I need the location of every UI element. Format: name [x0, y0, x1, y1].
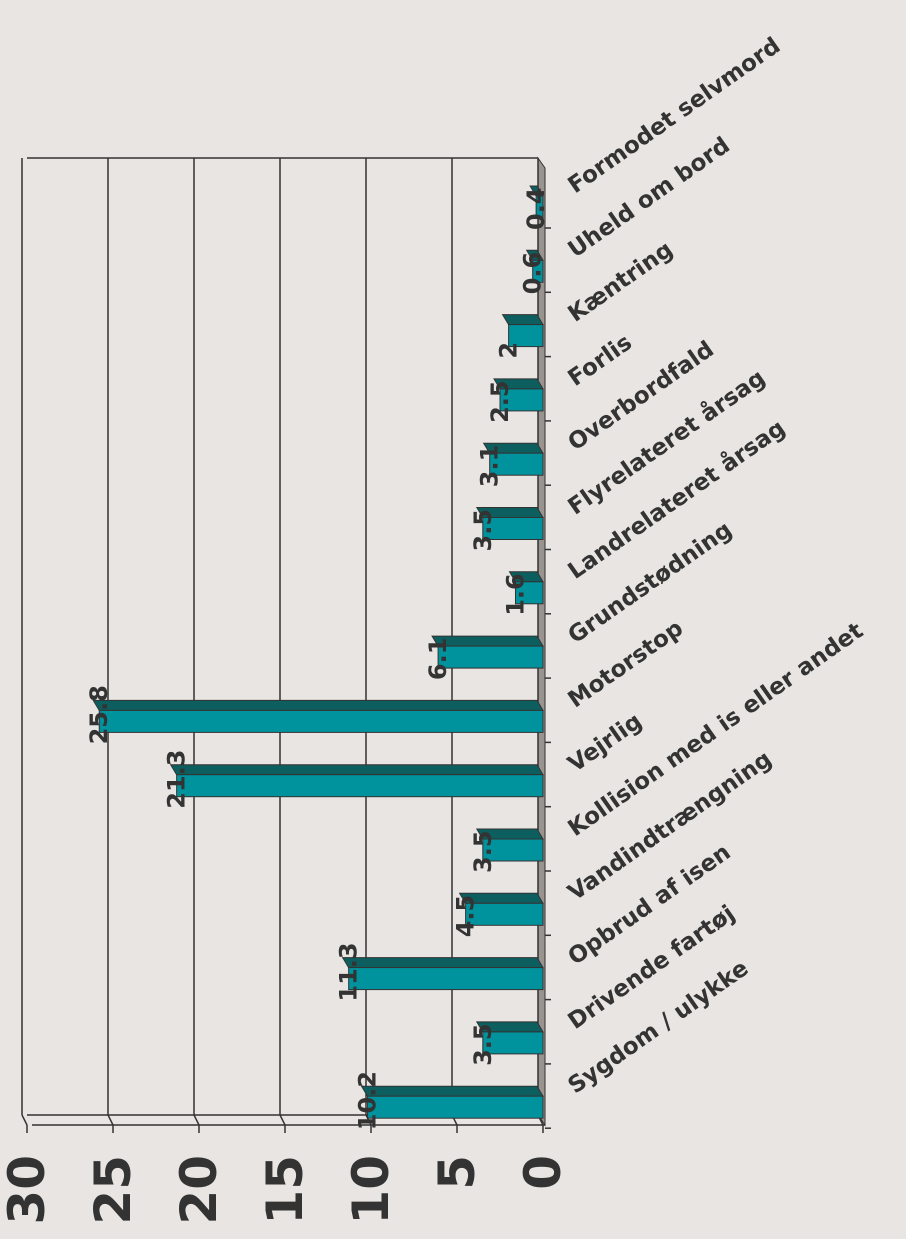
value-label: 3.5 [469, 830, 497, 873]
tick-mark [365, 1114, 372, 1126]
bar-top [341, 957, 544, 969]
x-tick-label: 5 [428, 1155, 486, 1190]
bar [98, 709, 544, 733]
tick-mark [279, 1114, 286, 1126]
value-label: 3.5 [469, 509, 497, 552]
bar-top [92, 699, 544, 711]
bar [489, 452, 544, 476]
bar [367, 1095, 544, 1119]
bar [532, 259, 544, 283]
value-label: 6.1 [424, 638, 452, 681]
value-label: 21.3 [163, 749, 191, 808]
x-tick-label: 20 [170, 1155, 228, 1225]
bar [535, 195, 544, 219]
bar [482, 517, 544, 540]
value-label: 11.3 [335, 942, 363, 1001]
value-label: 0.4 [522, 187, 550, 230]
tick-mark [193, 1114, 200, 1126]
x-tick-label: 10 [342, 1155, 400, 1225]
value-label: 3.1 [476, 445, 504, 488]
bar-top [501, 314, 544, 326]
value-label: 4.5 [452, 895, 480, 938]
value-label: 2.5 [486, 380, 514, 423]
bar-top [360, 1085, 544, 1097]
x-tick-label: 15 [256, 1155, 314, 1225]
bar [348, 967, 544, 991]
value-label: 1.6 [501, 573, 529, 616]
value-label: 2 [495, 342, 523, 359]
tick-mark [21, 1114, 28, 1126]
x-tick-label: 25 [84, 1155, 142, 1225]
bar [176, 774, 544, 798]
tick-mark [107, 1114, 114, 1126]
value-label: 10.2 [354, 1071, 382, 1130]
bar [514, 581, 544, 605]
bar [508, 324, 544, 348]
x-tick-label: 0 [514, 1155, 572, 1190]
value-label: 0.6 [519, 252, 547, 295]
value-label: 25.8 [85, 685, 113, 744]
bar [465, 902, 544, 926]
bar [437, 645, 544, 669]
bar [482, 1031, 544, 1055]
bar [482, 838, 544, 862]
x-tick-label: 30 [0, 1155, 56, 1225]
bar [499, 388, 544, 412]
value-label: 3.5 [469, 1023, 497, 1066]
bar-top [169, 764, 544, 776]
